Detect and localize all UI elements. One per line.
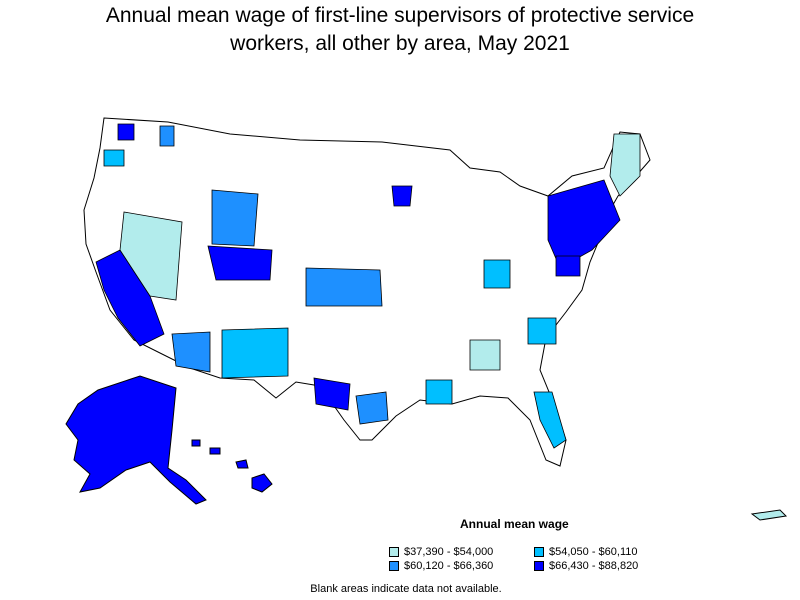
hawaii-maui xyxy=(235,459,249,469)
area-virginia xyxy=(555,255,581,277)
area-texas-east xyxy=(313,377,351,411)
legend-label-2: $54,050 - $60,110 xyxy=(549,546,638,558)
legend-title: Annual mean wage xyxy=(460,517,569,531)
area-ohio xyxy=(483,259,511,289)
area-regions xyxy=(95,123,641,449)
area-texas-houston xyxy=(355,391,389,425)
hawaii-kauai xyxy=(191,439,201,447)
area-wyoming xyxy=(211,189,259,247)
footnote: Blank areas indicate data not available. xyxy=(310,583,502,595)
hawaii xyxy=(191,439,273,493)
area-nevada xyxy=(119,211,183,301)
legend-label-4: $66,430 - $88,820 xyxy=(549,560,639,572)
alaska xyxy=(65,375,207,505)
area-kansas xyxy=(305,267,383,307)
legend: Annual mean wage $37,390 - $54,000 $54,0… xyxy=(382,517,682,577)
hawaii-oahu xyxy=(209,447,221,455)
legend-swatch-2 xyxy=(534,547,544,557)
area-washington xyxy=(117,123,135,141)
area-florida xyxy=(533,391,567,449)
area-arizona xyxy=(171,331,211,373)
title-line-2: workers, all other by area, May 2021 xyxy=(230,32,570,55)
title-line-1: Annual mean wage of first-line superviso… xyxy=(105,4,695,27)
chart-title: Annual mean wage of first-line superviso… xyxy=(0,2,800,58)
area-new-mexico xyxy=(221,327,289,379)
legend-swatch-4 xyxy=(534,561,544,571)
legend-label-1: $37,390 - $54,000 xyxy=(404,546,494,558)
legend-swatch-3 xyxy=(389,561,399,571)
puerto-rico xyxy=(750,509,788,521)
area-southeast xyxy=(469,339,501,371)
area-northeast xyxy=(547,179,621,269)
legend-label-3: $60,120 - $66,360 xyxy=(404,560,494,572)
alaska-shape xyxy=(65,375,207,505)
puerto-rico-shape xyxy=(750,509,788,521)
area-michigan xyxy=(391,185,413,207)
area-louisiana xyxy=(425,379,453,405)
legend-swatch-1 xyxy=(389,547,399,557)
hawaii-big-island xyxy=(251,473,273,493)
area-carolina xyxy=(527,317,557,345)
area-colorado xyxy=(207,245,273,281)
area-montana-west xyxy=(159,125,175,147)
area-maine xyxy=(609,133,641,197)
area-oregon-portland xyxy=(103,149,125,167)
